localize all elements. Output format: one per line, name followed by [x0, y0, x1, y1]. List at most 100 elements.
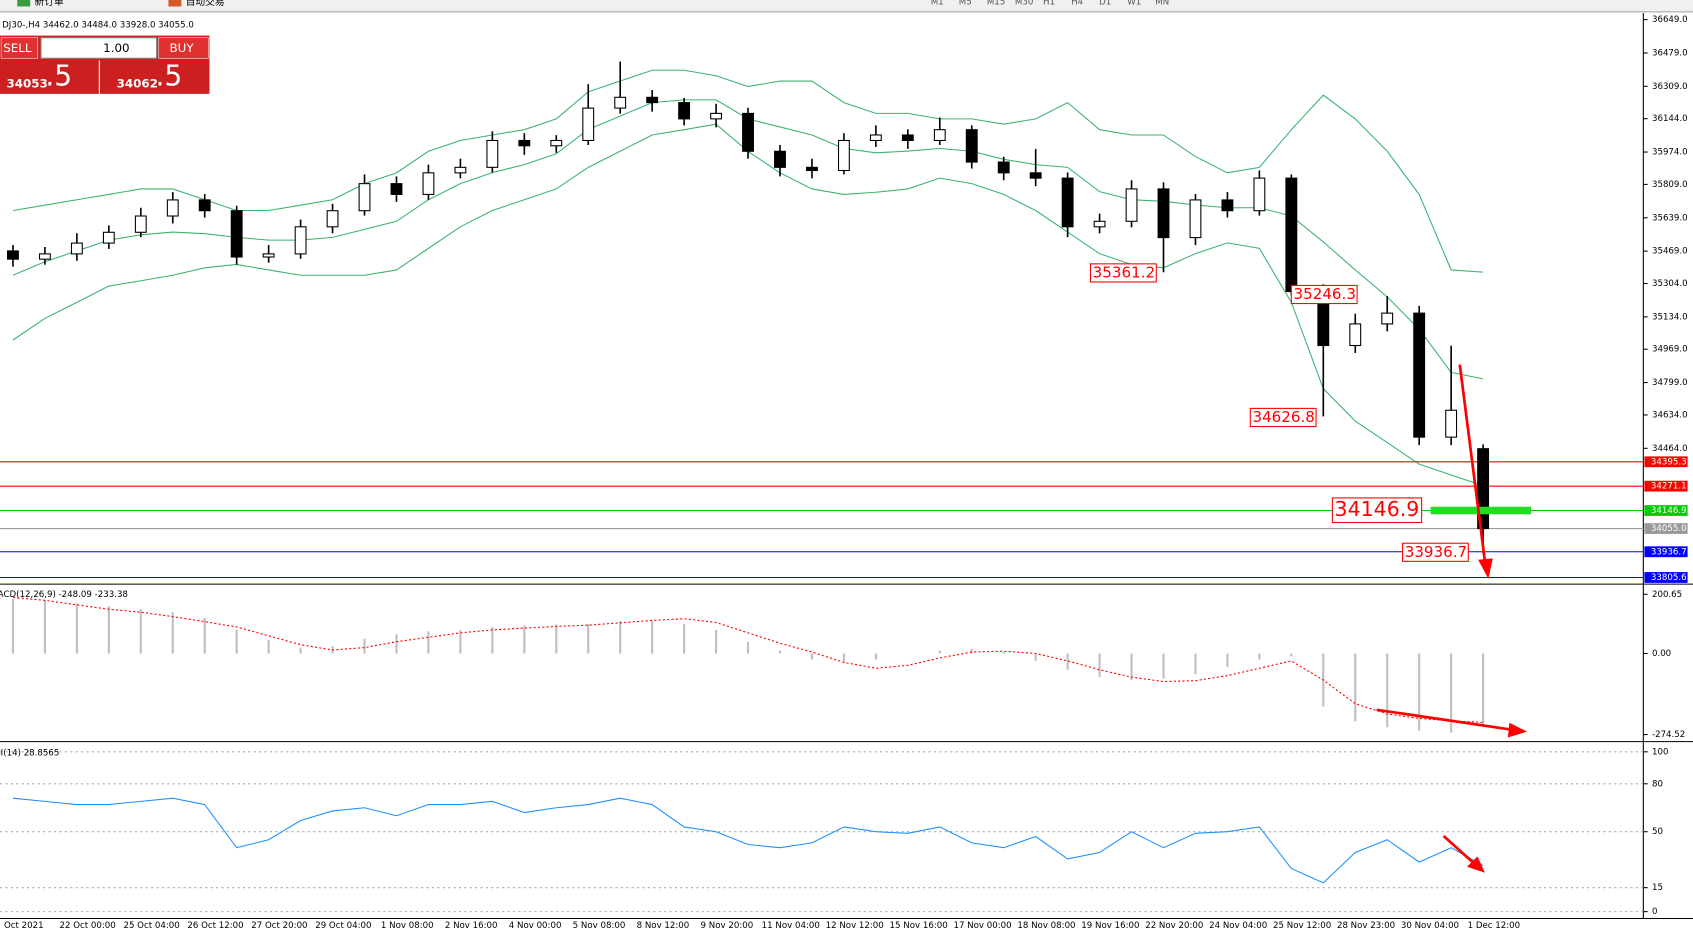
candle-body: [997, 161, 1010, 174]
timeframe-button[interactable]: H4: [1071, 0, 1083, 8]
annotation-box: [1402, 542, 1469, 562]
candle-body: [326, 210, 339, 228]
timeframe-button[interactable]: H1: [1043, 0, 1055, 8]
y-tick-label: 35304.0: [1652, 279, 1688, 289]
auto-trading-icon[interactable]: [168, 0, 182, 7]
macd-bar: [1386, 653, 1389, 728]
macd-bar: [1354, 653, 1357, 722]
x-tick-label: 15 Nov 16:00: [890, 921, 948, 931]
candle-body: [646, 96, 659, 104]
candle-body: [869, 134, 882, 142]
ask-price[interactable]: 34062: [117, 77, 158, 91]
annotation: 34626.8: [1252, 408, 1314, 426]
x-tick-label: Oct 2021: [4, 921, 44, 931]
macd-bar: [139, 609, 142, 654]
timeframe-button[interactable]: MN: [1155, 0, 1169, 8]
y-tick-label: 35134.0: [1652, 312, 1688, 322]
macd-bar: [363, 638, 366, 654]
x-tick-label: 27 Oct 20:00: [251, 921, 307, 931]
trade-panel: SELL 1.00 BUY 34053 .5 34062 .5: [0, 35, 210, 94]
timeframe-button[interactable]: M15: [987, 0, 1005, 8]
macd-bar: [1034, 653, 1037, 661]
price-level-label: 33805.6: [1651, 573, 1687, 583]
candle-body: [837, 139, 850, 172]
new-order-icon[interactable]: [17, 0, 31, 7]
x-tick-label: 29 Oct 04:00: [315, 921, 371, 931]
new-order-button[interactable]: 新订单: [35, 0, 64, 8]
macd-bar: [1098, 653, 1101, 678]
bid-price[interactable]: 34053: [6, 77, 47, 91]
candle-body: [7, 250, 19, 260]
band-line: [12, 69, 1484, 273]
ask-pips[interactable]: .5: [155, 60, 182, 93]
timeframe-button[interactable]: M30: [1015, 0, 1033, 8]
timeframe-button[interactable]: W1: [1127, 0, 1141, 8]
candle-body: [965, 129, 978, 163]
entry-marker: [1430, 506, 1532, 515]
macd-bar: [459, 629, 462, 654]
candle-body: [1477, 448, 1490, 530]
lots-input[interactable]: [40, 37, 158, 59]
price-level-tag: [1644, 572, 1688, 583]
buy-button[interactable]: [158, 37, 209, 59]
y-tick-label: 36309.0: [1652, 82, 1688, 92]
candle-body: [1285, 177, 1298, 293]
sell-button[interactable]: [0, 37, 39, 59]
candle-body: [678, 102, 691, 120]
arrow-head: [1507, 722, 1528, 738]
candle-body: [1253, 177, 1266, 212]
lots-value[interactable]: 1.00: [103, 41, 129, 55]
arrow: [1376, 708, 1517, 732]
candle-body: [774, 150, 786, 168]
candle-body: [1381, 312, 1394, 325]
macd-bar: [619, 621, 622, 654]
price-level-tag: [1644, 505, 1688, 516]
auto-trading-button[interactable]: 自动交易: [186, 0, 225, 8]
macd-bar: [1418, 653, 1421, 731]
timeframe-bar: M1 M5 M15 M30 H1 H4 D1 W1 MN: [931, 0, 1169, 8]
macd-bar: [491, 626, 494, 654]
price-level-tag: [1644, 546, 1688, 558]
macd-bar: [1130, 653, 1133, 681]
timeframe-button[interactable]: M5: [959, 0, 972, 8]
candle-body: [933, 129, 946, 142]
x-tick-label: 26 Oct 12:00: [187, 921, 243, 931]
macd-bar: [75, 603, 78, 654]
timeframe-button[interactable]: M1: [931, 0, 944, 8]
candle-body: [518, 139, 531, 147]
macd-bar: [1258, 653, 1261, 660]
x-tick-label: 22 Nov 20:00: [1145, 921, 1203, 931]
candle-body: [1093, 220, 1106, 228]
price-level-tag: [1644, 456, 1688, 468]
price-level-tag: [1644, 523, 1688, 534]
macd-bar: [1002, 652, 1005, 654]
candle-body: [1157, 188, 1170, 239]
macd-bar: [1194, 653, 1197, 675]
candle-body: [38, 253, 51, 260]
macd-bar: [555, 624, 558, 654]
buy-label[interactable]: BUY: [170, 41, 195, 55]
candle-body: [1221, 199, 1234, 212]
x-tick-label: 17 Nov 00:00: [953, 921, 1011, 931]
macd-bar: [1226, 653, 1229, 667]
candle-body: [102, 231, 115, 244]
candle-body: [582, 107, 595, 142]
macd-bar: [1482, 653, 1485, 727]
macd-bar: [587, 624, 590, 654]
candle-body: [806, 166, 818, 172]
x-tick-label: 8 Nov 12:00: [637, 921, 690, 931]
macd-bar: [778, 650, 782, 654]
sell-label[interactable]: SELL: [3, 41, 32, 55]
timeframe-button[interactable]: D1: [1099, 0, 1111, 8]
x-tick-label: 11 Nov 04:00: [762, 921, 820, 931]
macd-bar: [171, 612, 174, 654]
bid-pips[interactable]: .5: [45, 60, 72, 93]
arrow: [1458, 364, 1488, 568]
macd-bar: [235, 629, 238, 654]
y-tick-label: 36144.0: [1652, 114, 1688, 124]
candle-body: [1189, 199, 1202, 239]
annotation-box: [1290, 284, 1358, 305]
candle-body: [166, 199, 179, 217]
